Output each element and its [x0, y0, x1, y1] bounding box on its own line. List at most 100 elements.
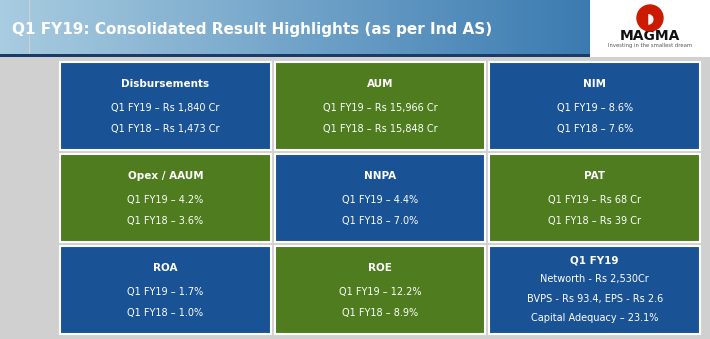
Text: Capital Adequacy – 23.1%: Capital Adequacy – 23.1%	[531, 313, 658, 323]
Bar	[434, 0, 437, 57]
Bar	[454, 0, 457, 57]
Bar	[298, 0, 301, 57]
Bar	[159, 0, 163, 57]
Bar	[71, 0, 74, 57]
Bar	[97, 0, 100, 57]
Bar	[560, 0, 564, 57]
Bar	[218, 0, 222, 57]
Bar	[21, 0, 23, 57]
Bar	[186, 0, 189, 57]
Bar	[263, 0, 266, 57]
Bar	[513, 0, 516, 57]
Bar	[407, 0, 410, 57]
Bar	[489, 62, 700, 150]
Bar	[275, 246, 486, 334]
Bar	[3, 0, 6, 57]
Bar	[77, 0, 80, 57]
Bar	[251, 0, 253, 57]
Bar	[404, 0, 407, 57]
Bar	[121, 0, 124, 57]
Bar	[496, 0, 498, 57]
Text: ◗: ◗	[646, 11, 654, 25]
Text: Opex / AAUM: Opex / AAUM	[128, 171, 203, 181]
Bar	[330, 0, 334, 57]
Bar	[60, 154, 271, 242]
Bar	[227, 0, 230, 57]
Bar	[348, 0, 351, 57]
Bar	[431, 0, 434, 57]
Text: Q1 FY18 – Rs 1,473 Cr: Q1 FY18 – Rs 1,473 Cr	[111, 124, 219, 134]
Bar	[564, 0, 567, 57]
Bar	[30, 0, 33, 57]
Text: Q1 FY19: Q1 FY19	[570, 256, 619, 266]
Bar	[368, 0, 372, 57]
Bar	[295, 0, 298, 57]
Text: Q1 FY18 – 1.0%: Q1 FY18 – 1.0%	[127, 308, 203, 318]
Bar	[106, 0, 109, 57]
Bar	[493, 0, 496, 57]
Bar	[165, 0, 168, 57]
Bar	[478, 0, 481, 57]
Bar	[183, 0, 186, 57]
Bar	[375, 0, 378, 57]
Bar	[248, 0, 251, 57]
Bar	[339, 0, 342, 57]
Bar	[82, 0, 85, 57]
Bar	[177, 0, 180, 57]
Bar	[419, 0, 422, 57]
Bar	[575, 0, 578, 57]
Text: Q1 FY19 – 4.4%: Q1 FY19 – 4.4%	[342, 195, 418, 205]
Bar	[215, 0, 218, 57]
Bar	[504, 0, 508, 57]
Bar	[531, 0, 534, 57]
Bar	[275, 154, 486, 242]
Bar	[584, 0, 587, 57]
Bar	[266, 0, 268, 57]
Bar	[363, 0, 366, 57]
Text: ROE: ROE	[368, 263, 392, 273]
Text: Q1 FY18 – 8.9%: Q1 FY18 – 8.9%	[342, 308, 418, 318]
Text: Networth - Rs 2,530Cr: Networth - Rs 2,530Cr	[540, 275, 649, 284]
Bar	[489, 154, 700, 242]
Bar	[516, 0, 519, 57]
Bar	[569, 0, 572, 57]
Bar	[525, 0, 528, 57]
Bar	[74, 0, 77, 57]
Bar	[437, 0, 439, 57]
Bar	[56, 0, 59, 57]
Bar	[53, 0, 56, 57]
Bar	[472, 0, 475, 57]
Bar	[452, 0, 454, 57]
Text: Disbursements: Disbursements	[121, 79, 209, 89]
Bar	[115, 0, 118, 57]
Bar	[567, 0, 569, 57]
Text: Q1 FY18 – 3.6%: Q1 FY18 – 3.6%	[127, 216, 203, 226]
Bar	[274, 0, 278, 57]
Bar	[118, 0, 121, 57]
Bar	[425, 0, 427, 57]
Bar	[386, 0, 389, 57]
Bar	[44, 0, 47, 57]
Text: BVPS - Rs 93.4, EPS - Rs 2.6: BVPS - Rs 93.4, EPS - Rs 2.6	[527, 294, 663, 304]
Bar	[501, 0, 504, 57]
Bar	[540, 0, 543, 57]
Bar	[141, 0, 145, 57]
Bar	[366, 0, 368, 57]
Bar	[572, 0, 575, 57]
Bar	[345, 0, 348, 57]
Bar	[127, 0, 130, 57]
Bar	[316, 0, 319, 57]
Bar	[552, 0, 555, 57]
Bar	[301, 0, 304, 57]
Bar	[197, 0, 201, 57]
Bar	[133, 0, 136, 57]
Bar	[6, 0, 9, 57]
Bar	[0, 0, 3, 57]
Bar	[383, 0, 386, 57]
Bar	[275, 62, 486, 150]
Bar	[12, 0, 15, 57]
Bar	[245, 0, 248, 57]
Bar	[337, 0, 339, 57]
Bar	[253, 0, 256, 57]
Bar	[89, 0, 92, 57]
